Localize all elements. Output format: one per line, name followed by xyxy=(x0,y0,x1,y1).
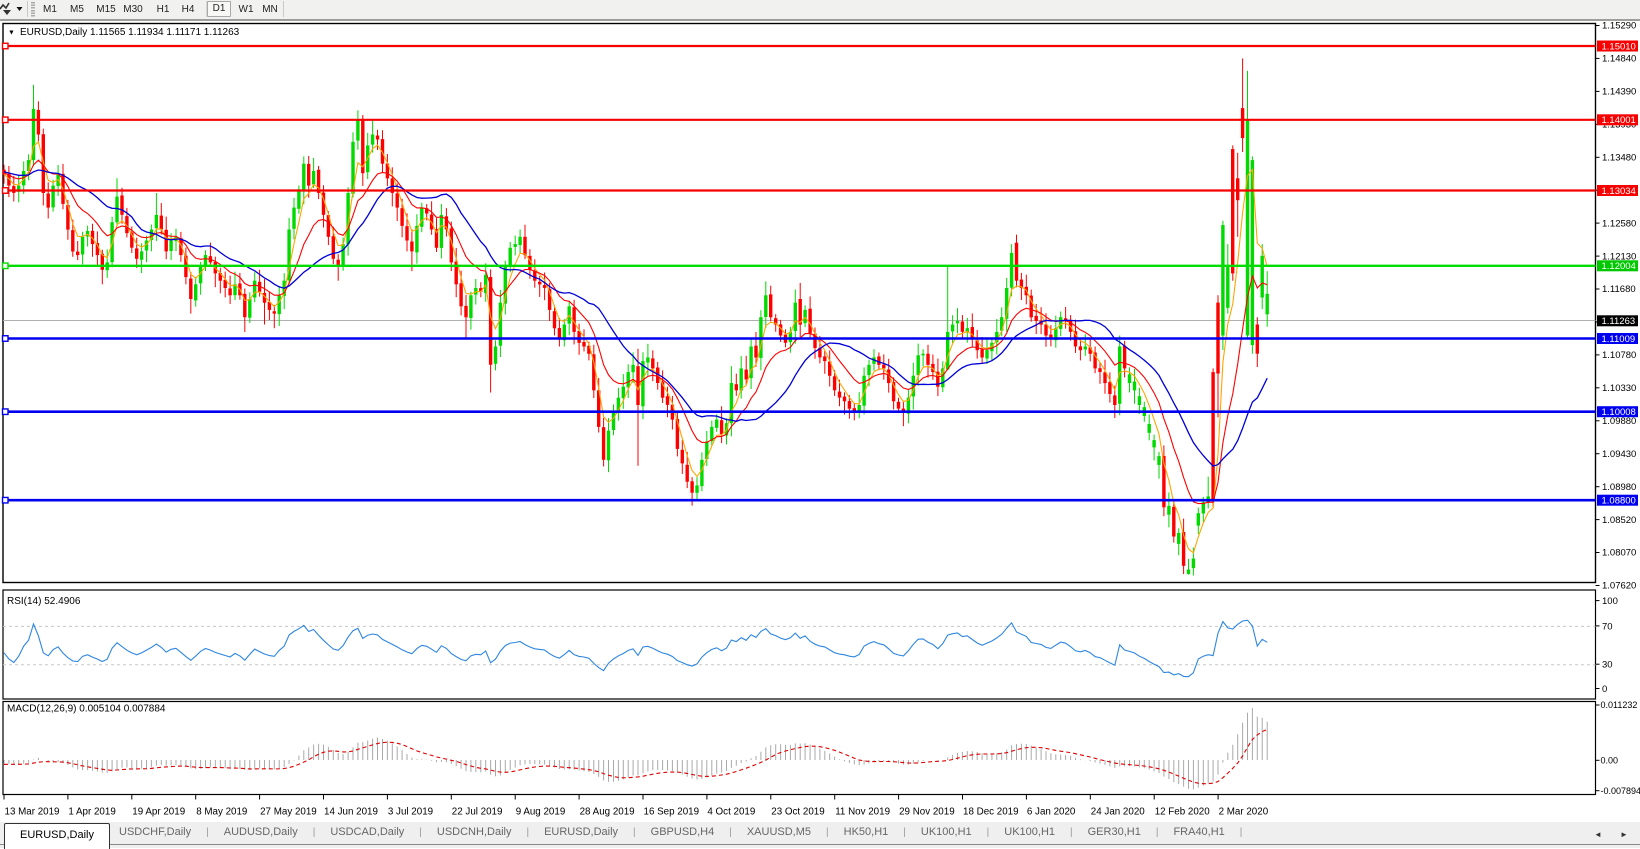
svg-text:1 Apr 2019: 1 Apr 2019 xyxy=(68,807,115,818)
svg-text:1.09430: 1.09430 xyxy=(1602,449,1636,460)
svg-text:6 Jan 2020: 6 Jan 2020 xyxy=(1027,807,1076,818)
svg-text:18 Dec 2019: 18 Dec 2019 xyxy=(963,807,1019,818)
svg-text:19 Apr 2019: 19 Apr 2019 xyxy=(132,807,185,818)
svg-text:1.14390: 1.14390 xyxy=(1602,87,1636,98)
svg-text:1.08800: 1.08800 xyxy=(1602,496,1636,507)
svg-text:1.12580: 1.12580 xyxy=(1602,218,1636,229)
svg-text:1.12004: 1.12004 xyxy=(1602,261,1636,272)
svg-text:16 Sep 2019: 16 Sep 2019 xyxy=(644,807,700,818)
svg-text:1.13480: 1.13480 xyxy=(1602,153,1636,164)
svg-text:29 Nov 2019: 29 Nov 2019 xyxy=(899,807,955,818)
svg-text:1.15010: 1.15010 xyxy=(1602,41,1636,52)
svg-text:1.10330: 1.10330 xyxy=(1602,383,1636,394)
svg-text:1.11263: 1.11263 xyxy=(1602,316,1636,327)
svg-text:27 May 2019: 27 May 2019 xyxy=(260,807,317,818)
svg-text:24 Jan 2020: 24 Jan 2020 xyxy=(1091,807,1145,818)
svg-text:1.10780: 1.10780 xyxy=(1602,350,1636,361)
svg-text:1.08520: 1.08520 xyxy=(1602,515,1636,526)
svg-text:1.13034: 1.13034 xyxy=(1602,186,1636,197)
svg-text:RSI(14) 52.4906: RSI(14) 52.4906 xyxy=(7,596,81,607)
svg-text:EURUSD,Daily: EURUSD,Daily xyxy=(20,27,87,38)
svg-text:100: 100 xyxy=(1602,596,1618,607)
svg-text:0.00: 0.00 xyxy=(1601,756,1619,766)
svg-text:1.10008: 1.10008 xyxy=(1602,407,1636,418)
svg-text:22 Jul 2019: 22 Jul 2019 xyxy=(452,807,503,818)
svg-text:23 Oct 2019: 23 Oct 2019 xyxy=(771,807,824,818)
svg-text:12 Feb 2020: 12 Feb 2020 xyxy=(1155,807,1211,818)
svg-text:1.08070: 1.08070 xyxy=(1602,548,1636,559)
svg-text:1.14840: 1.14840 xyxy=(1602,54,1636,65)
svg-text:13 Mar 2019: 13 Mar 2019 xyxy=(5,807,60,818)
svg-text:0.011232: 0.011232 xyxy=(1601,700,1638,710)
svg-text:1.11009: 1.11009 xyxy=(1602,334,1636,345)
svg-text:70: 70 xyxy=(1602,621,1613,632)
svg-text:30: 30 xyxy=(1602,660,1613,671)
svg-text:8 May 2019: 8 May 2019 xyxy=(196,807,247,818)
svg-text:0: 0 xyxy=(1602,684,1607,695)
svg-text:1.15290: 1.15290 xyxy=(1602,21,1636,32)
svg-text:28 Aug 2019: 28 Aug 2019 xyxy=(580,807,635,818)
svg-text:2 Mar 2020: 2 Mar 2020 xyxy=(1219,807,1269,818)
svg-text:1.07620: 1.07620 xyxy=(1602,581,1636,592)
svg-text:1.14001: 1.14001 xyxy=(1602,115,1636,126)
svg-text:MACD(12,26,9) 0.005104 0.00788: MACD(12,26,9) 0.005104 0.007884 xyxy=(7,704,166,715)
svg-text:▼: ▼ xyxy=(8,30,15,37)
svg-text:-0.007894: -0.007894 xyxy=(1601,786,1640,796)
svg-text:14 Jun 2019: 14 Jun 2019 xyxy=(324,807,378,818)
svg-text:1.11680: 1.11680 xyxy=(1602,284,1636,295)
svg-text:4 Oct 2019: 4 Oct 2019 xyxy=(707,807,755,818)
svg-text:9 Aug 2019: 9 Aug 2019 xyxy=(516,807,566,818)
svg-text:1.08980: 1.08980 xyxy=(1602,482,1636,493)
svg-text:1.11565 1.11934 1.11171 1.1126: 1.11565 1.11934 1.11171 1.11263 xyxy=(90,27,240,38)
svg-text:11 Nov 2019: 11 Nov 2019 xyxy=(835,807,890,818)
svg-text:3 Jul 2019: 3 Jul 2019 xyxy=(388,807,433,818)
